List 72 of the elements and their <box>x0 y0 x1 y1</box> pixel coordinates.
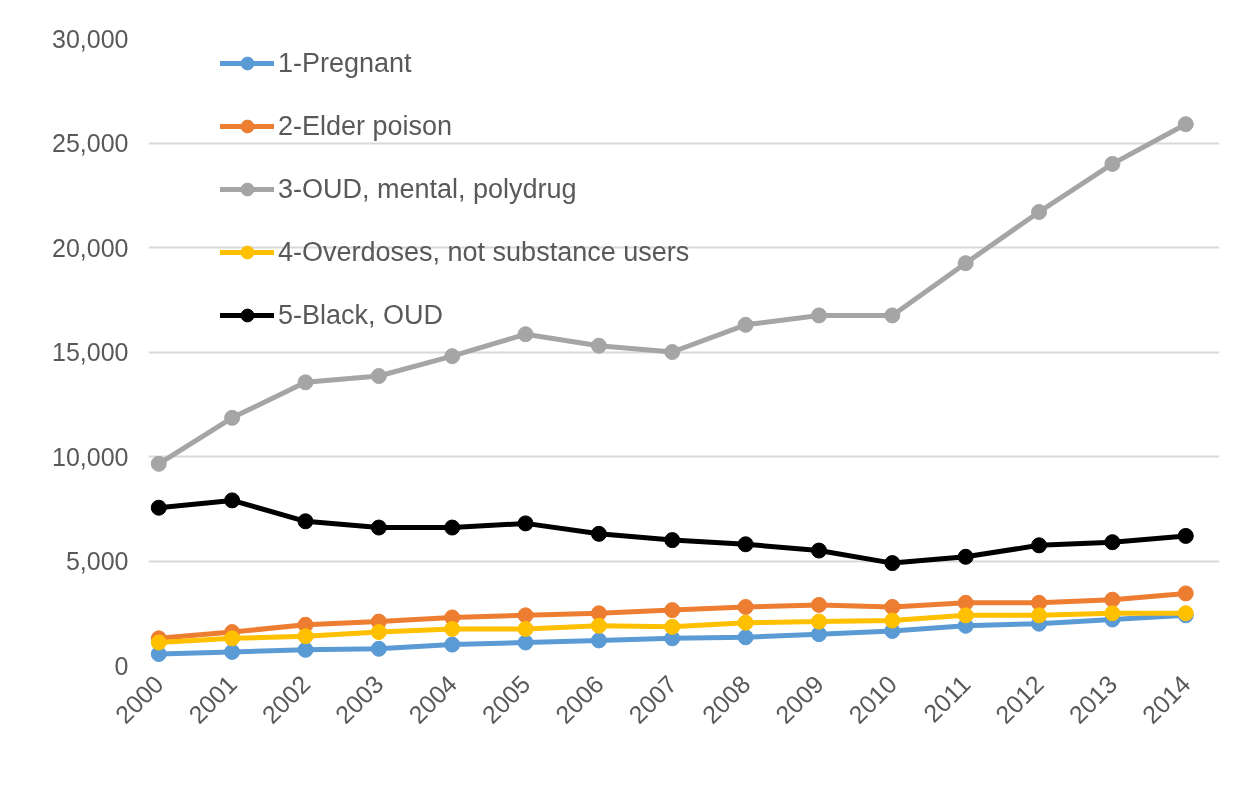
point <box>1031 537 1048 554</box>
point <box>224 492 241 509</box>
y-tick-label: 10,000 <box>52 442 129 471</box>
point <box>590 337 607 354</box>
point <box>884 598 901 615</box>
point <box>664 532 681 549</box>
point <box>370 640 387 657</box>
point <box>517 515 534 532</box>
point <box>810 626 827 643</box>
point <box>957 548 974 565</box>
point <box>224 643 241 660</box>
point <box>664 618 681 635</box>
point <box>1104 605 1121 622</box>
point <box>884 555 901 572</box>
point <box>370 519 387 536</box>
point <box>1031 203 1048 220</box>
legend-label: 5-Black, OUD <box>278 299 444 331</box>
point <box>150 455 167 472</box>
point <box>444 348 461 365</box>
point <box>150 499 167 516</box>
point <box>1177 527 1194 544</box>
point <box>737 614 754 631</box>
point <box>517 607 534 624</box>
point <box>224 409 241 426</box>
point <box>297 513 314 530</box>
point <box>664 344 681 360</box>
y-tick-label: 15,000 <box>52 338 129 366</box>
legend-label: 2-Elder poison <box>278 110 453 142</box>
y-tick-label: 20,000 <box>52 233 129 262</box>
point <box>297 374 314 391</box>
point <box>590 632 607 649</box>
point <box>810 542 827 559</box>
legend-label: 3-OUD, mental, polydrug <box>278 173 577 205</box>
point <box>737 536 754 553</box>
point <box>370 624 387 641</box>
point <box>810 613 827 630</box>
y-tick-label: 5,000 <box>65 547 129 575</box>
point <box>1177 585 1194 602</box>
point <box>1104 534 1121 551</box>
point <box>884 307 901 324</box>
point <box>150 634 167 651</box>
point <box>1031 607 1048 624</box>
point <box>810 596 827 613</box>
point <box>590 525 607 542</box>
point <box>884 612 901 629</box>
legend-label: 1-Pregnant <box>278 47 412 79</box>
point <box>517 326 534 343</box>
legend-label: 4-Overdoses, not substance users <box>278 236 690 268</box>
point <box>1104 155 1121 172</box>
point <box>810 307 827 324</box>
point <box>444 636 461 653</box>
point <box>297 628 314 645</box>
point <box>370 368 387 385</box>
y-tick-label: 30,000 <box>52 24 129 53</box>
point <box>444 519 461 536</box>
point <box>664 602 681 619</box>
y-tick-label: 0 <box>114 651 129 680</box>
point <box>737 629 754 646</box>
point <box>957 255 974 272</box>
point <box>444 620 461 637</box>
point <box>224 630 241 647</box>
point <box>957 607 974 624</box>
point <box>1031 594 1048 611</box>
point <box>590 617 607 634</box>
point <box>517 620 534 637</box>
y-tick-label: 25,000 <box>52 129 129 157</box>
point <box>737 316 754 333</box>
point <box>1177 116 1194 133</box>
point <box>737 598 754 615</box>
point <box>517 634 534 651</box>
point <box>1104 591 1121 608</box>
point <box>297 641 314 658</box>
